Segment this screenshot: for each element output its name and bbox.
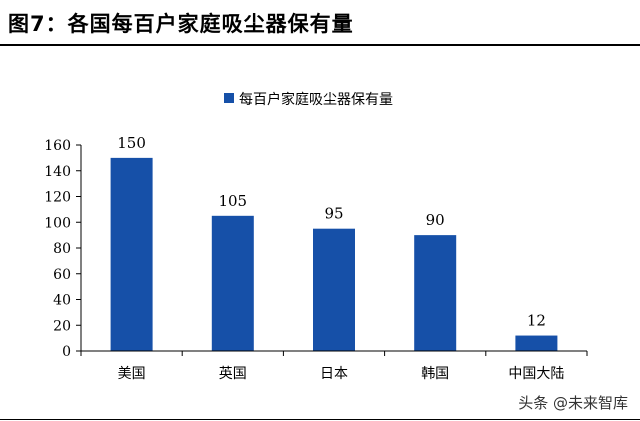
y-axis: 0 20 40 60 80 100 120 140 160 bbox=[44, 138, 82, 360]
y-tick-label: 140 bbox=[44, 164, 71, 180]
y-tick-label: 100 bbox=[44, 215, 71, 231]
x-tick-label: 中国大陆 bbox=[508, 366, 564, 382]
y-tick-label: 120 bbox=[44, 190, 71, 206]
bar bbox=[110, 157, 153, 351]
y-tick-label: 60 bbox=[53, 267, 71, 283]
bar bbox=[515, 335, 558, 351]
data-label: 150 bbox=[117, 134, 146, 152]
legend-label: 每百户家庭吸尘器保有量 bbox=[239, 91, 393, 108]
y-tick-label: 160 bbox=[44, 138, 71, 154]
legend-swatch bbox=[224, 93, 234, 103]
y-tick-label: 0 bbox=[62, 344, 71, 360]
y-tick-label: 80 bbox=[53, 241, 71, 257]
y-tick-label: 40 bbox=[53, 293, 71, 309]
watermark: 头条 @未来智库 bbox=[518, 394, 628, 412]
bar bbox=[414, 235, 457, 351]
data-label: 90 bbox=[426, 211, 445, 229]
legend: 每百户家庭吸尘器保有量 bbox=[224, 91, 393, 108]
x-tick-label: 英国 bbox=[219, 365, 247, 382]
bars: 150 105 95 90 12 bbox=[110, 134, 558, 351]
data-label: 105 bbox=[218, 192, 247, 210]
x-tick-label: 日本 bbox=[320, 366, 348, 382]
x-tick-label: 美国 bbox=[118, 366, 146, 382]
y-tick-label: 20 bbox=[53, 318, 71, 334]
bar bbox=[211, 215, 254, 351]
bottom-divider bbox=[0, 419, 640, 420]
data-label: 12 bbox=[527, 312, 546, 330]
data-label: 95 bbox=[324, 205, 343, 223]
figure-title: 图7：各国每百户家庭吸尘器保有量 bbox=[8, 12, 354, 36]
x-tick-label: 韩国 bbox=[421, 366, 449, 382]
bar bbox=[313, 228, 355, 351]
title-divider bbox=[0, 44, 640, 46]
x-axis: 美国 英国 日本 韩国 中国大陆 bbox=[80, 350, 588, 382]
